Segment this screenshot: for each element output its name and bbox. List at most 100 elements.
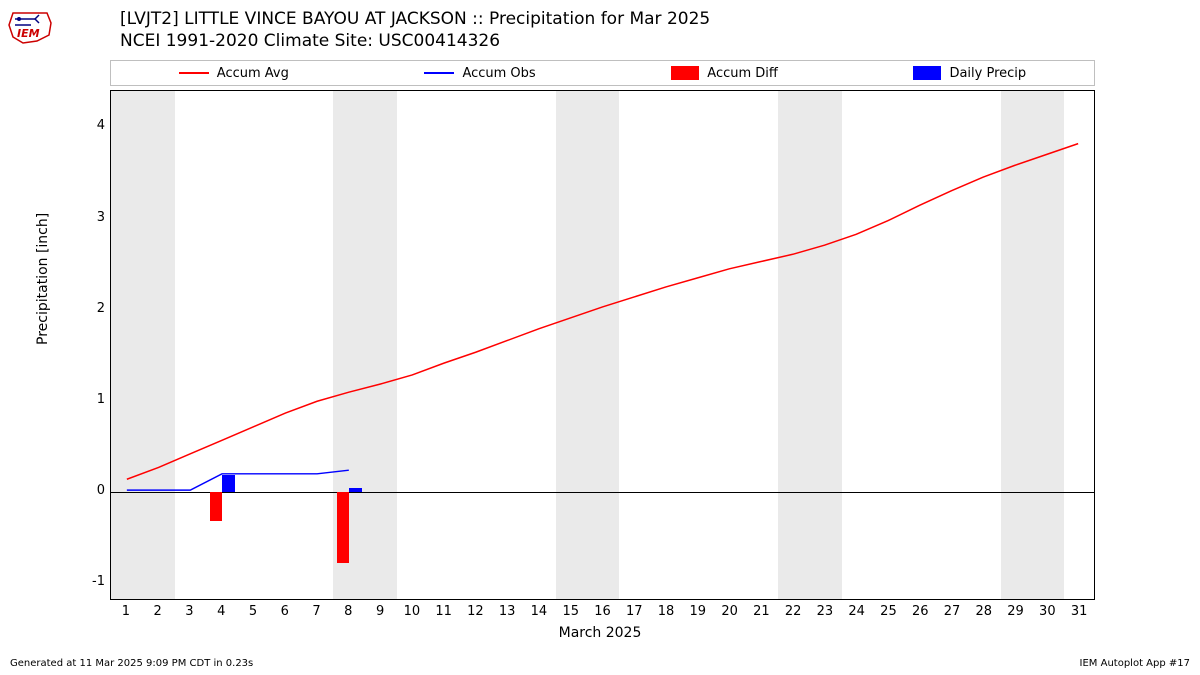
x-tick-mark <box>127 599 128 600</box>
x-tick-label: 15 <box>561 604 581 619</box>
y-tick-mark <box>110 492 111 493</box>
y-tick-label: 4 <box>65 118 105 133</box>
x-tick-label: 5 <box>243 604 263 619</box>
y-tick-mark <box>110 401 111 402</box>
x-tick-label: 3 <box>179 604 199 619</box>
chart-title-line1: [LVJT2] LITTLE VINCE BAYOU AT JACKSON ::… <box>120 8 710 30</box>
x-tick-mark <box>222 599 223 600</box>
x-tick-mark <box>254 599 255 600</box>
y-tick-mark <box>110 310 111 311</box>
svg-text:IEM: IEM <box>17 27 40 40</box>
x-tick-label: 12 <box>465 604 485 619</box>
x-tick-mark <box>572 599 573 600</box>
x-tick-label: 2 <box>148 604 168 619</box>
x-tick-label: 19 <box>688 604 708 619</box>
plot-area <box>110 90 1095 600</box>
x-tick-mark <box>699 599 700 600</box>
y-tick-label: -1 <box>65 574 105 589</box>
x-tick-label: 4 <box>211 604 231 619</box>
x-tick-label: 25 <box>878 604 898 619</box>
x-tick-mark <box>1080 599 1081 600</box>
x-tick-label: 11 <box>434 604 454 619</box>
x-tick-label: 22 <box>783 604 803 619</box>
x-tick-mark <box>921 599 922 600</box>
legend-item: Accum Avg <box>179 66 289 81</box>
x-tick-label: 28 <box>974 604 994 619</box>
x-tick-label: 16 <box>593 604 613 619</box>
x-tick-label: 17 <box>624 604 644 619</box>
legend-label: Accum Avg <box>217 66 289 81</box>
legend-item: Daily Precip <box>913 66 1026 81</box>
x-tick-label: 27 <box>942 604 962 619</box>
x-tick-label: 9 <box>370 604 390 619</box>
y-tick-label: 3 <box>65 210 105 225</box>
y-tick-mark <box>110 127 111 128</box>
y-tick-label: 0 <box>65 483 105 498</box>
x-tick-mark <box>540 599 541 600</box>
x-tick-label: 24 <box>847 604 867 619</box>
chart-lines <box>111 91 1094 599</box>
x-tick-label: 21 <box>751 604 771 619</box>
y-tick-label: 1 <box>65 392 105 407</box>
y-tick-mark <box>110 583 111 584</box>
x-tick-label: 31 <box>1069 604 1089 619</box>
iem-logo: IEM <box>5 5 55 45</box>
x-tick-mark <box>731 599 732 600</box>
accum-obs-line <box>127 470 349 490</box>
x-tick-label: 13 <box>497 604 517 619</box>
x-tick-mark <box>381 599 382 600</box>
y-axis-label: Precipitation [inch] <box>35 213 51 345</box>
legend-swatch <box>179 72 209 74</box>
x-tick-mark <box>858 599 859 600</box>
x-tick-mark <box>349 599 350 600</box>
footer-generated: Generated at 11 Mar 2025 9:09 PM CDT in … <box>10 658 253 669</box>
x-tick-mark <box>445 599 446 600</box>
legend-label: Accum Diff <box>707 66 778 81</box>
x-tick-label: 23 <box>815 604 835 619</box>
footer-app: IEM Autoplot App #17 <box>1080 658 1190 669</box>
x-tick-mark <box>508 599 509 600</box>
x-tick-label: 20 <box>720 604 740 619</box>
x-tick-mark <box>318 599 319 600</box>
y-tick-label: 2 <box>65 301 105 316</box>
chart-legend: Accum Avg Accum Obs Accum Diff Daily Precip <box>110 60 1095 86</box>
x-tick-label: 7 <box>307 604 327 619</box>
legend-swatch <box>424 72 454 74</box>
x-tick-mark <box>1048 599 1049 600</box>
x-tick-label: 10 <box>402 604 422 619</box>
x-tick-mark <box>826 599 827 600</box>
x-tick-mark <box>190 599 191 600</box>
y-tick-mark <box>110 219 111 220</box>
x-tick-mark <box>762 599 763 600</box>
x-tick-mark <box>985 599 986 600</box>
chart-title-block: [LVJT2] LITTLE VINCE BAYOU AT JACKSON ::… <box>120 8 710 52</box>
x-tick-mark <box>953 599 954 600</box>
x-tick-label: 26 <box>910 604 930 619</box>
x-tick-label: 29 <box>1006 604 1026 619</box>
x-tick-mark <box>635 599 636 600</box>
x-tick-mark <box>604 599 605 600</box>
x-tick-mark <box>413 599 414 600</box>
x-tick-label: 1 <box>116 604 136 619</box>
legend-swatch <box>913 66 941 80</box>
x-tick-mark <box>159 599 160 600</box>
x-tick-label: 8 <box>338 604 358 619</box>
x-tick-mark <box>476 599 477 600</box>
x-tick-mark <box>889 599 890 600</box>
x-tick-mark <box>667 599 668 600</box>
x-axis-label: March 2025 <box>0 625 1200 641</box>
x-tick-label: 30 <box>1037 604 1057 619</box>
x-tick-label: 18 <box>656 604 676 619</box>
x-tick-mark <box>794 599 795 600</box>
legend-label: Daily Precip <box>949 66 1026 81</box>
chart-title-line2: NCEI 1991-2020 Climate Site: USC00414326 <box>120 30 710 52</box>
accum-avg-line <box>127 144 1078 480</box>
x-tick-mark <box>1017 599 1018 600</box>
legend-swatch <box>671 66 699 80</box>
x-tick-label: 6 <box>275 604 295 619</box>
x-tick-mark <box>286 599 287 600</box>
legend-label: Accum Obs <box>462 66 535 81</box>
legend-item: Accum Obs <box>424 66 535 81</box>
legend-item: Accum Diff <box>671 66 778 81</box>
x-tick-label: 14 <box>529 604 549 619</box>
